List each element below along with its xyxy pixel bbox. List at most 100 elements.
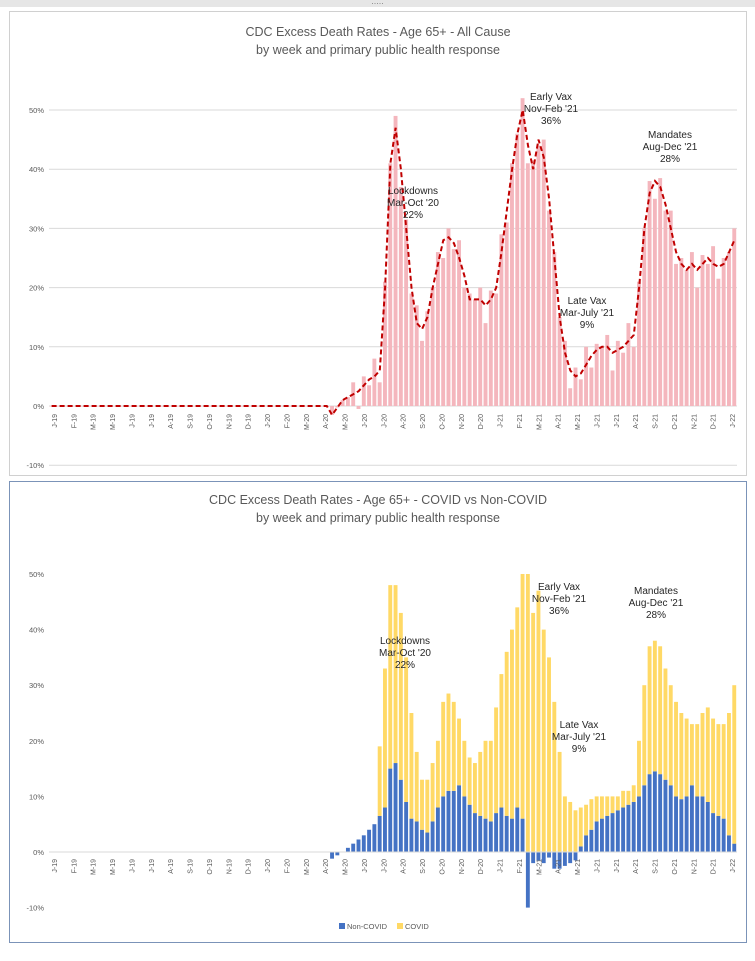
x-tick-label: D-21 [711, 859, 718, 874]
bar-covid [562, 796, 567, 852]
bar-non-covid [637, 796, 641, 852]
bar-covid [727, 713, 731, 836]
x-tick-label: M-21 [575, 859, 582, 875]
annotation-label: Early Vax [538, 582, 580, 593]
bar-covid [393, 585, 398, 764]
bar-covid [573, 810, 578, 852]
bar-non-covid [467, 804, 472, 852]
annotation-label: Mar-July '21 [560, 308, 615, 319]
bar-non-covid [679, 799, 684, 852]
bar-covid [732, 685, 737, 844]
bar-non-covid [615, 810, 620, 852]
x-tick-label: F-19 [71, 859, 78, 874]
x-tick-label: F-19 [71, 414, 78, 429]
x-tick-label: J-21 [614, 859, 621, 873]
x-tick-label: D-20 [478, 859, 485, 874]
bar [541, 139, 546, 406]
chart2-svg: CDC Excess Death Rates - Age 65+ - COVID… [26, 493, 737, 931]
chart1-x-axis: J-19 F-19 M-19 M-19 J-19 J-19 A-19 S-19 O-19 N-19… [52, 414, 737, 430]
x-tick-label: J-20 [381, 859, 388, 873]
bar-covid [621, 790, 626, 808]
bar-non-covid [457, 785, 461, 852]
x-tick-label: N-21 [691, 414, 698, 429]
x-tick-label: O-20 [439, 859, 446, 875]
x-tick-label: J-19 [149, 859, 156, 873]
chart2-legend: Non-COVID COVID [339, 922, 429, 931]
bar [319, 406, 324, 407]
annotation-label: Nov-Feb '21 [524, 104, 579, 115]
bar [668, 210, 673, 406]
x-tick-label: J-19 [52, 859, 59, 873]
x-tick-label: A-21 [633, 414, 640, 429]
x-tick-label: D-19 [246, 859, 253, 874]
bar-covid [615, 796, 620, 811]
bar-non-covid [705, 801, 710, 852]
x-tick-label: J-19 [52, 414, 59, 428]
bar-covid [520, 574, 525, 819]
bar-covid [705, 707, 710, 802]
bar [483, 323, 488, 406]
bar-covid [383, 668, 387, 808]
bar [393, 115, 398, 407]
drag-handle-icon[interactable]: ..... [371, 0, 384, 6]
bar [700, 255, 705, 406]
y-tick-label: 10% [29, 343, 44, 352]
bar-covid [446, 693, 451, 791]
bar-non-covid [568, 852, 573, 864]
bar-non-covid [372, 824, 377, 852]
bar [240, 406, 245, 407]
annotation-label: 36% [541, 116, 561, 127]
y-tick-label: 10% [29, 792, 44, 801]
bar-non-covid [727, 835, 731, 852]
bar-covid [552, 701, 557, 852]
bar [335, 406, 340, 408]
x-tick-label: S-20 [420, 859, 427, 874]
top-scroll-bar: ..... [0, 0, 755, 7]
bar [705, 263, 710, 406]
bar [435, 252, 440, 406]
bar-covid [684, 718, 689, 797]
bar [732, 228, 737, 406]
bar [160, 406, 165, 407]
bar-non-covid [488, 821, 493, 852]
bar-non-covid [525, 852, 530, 908]
bar [600, 346, 604, 406]
bar-non-covid [483, 818, 488, 852]
chart1-gridlines [49, 109, 737, 466]
x-tick-label: M-20 [304, 859, 311, 875]
bar-covid [679, 713, 684, 800]
bar-covid [398, 612, 403, 780]
chart1-bars [49, 98, 737, 415]
chart2-title: CDC Excess Death Rates - Age 65+ - COVID… [209, 493, 547, 507]
bar-non-covid [478, 815, 483, 852]
bar-covid [716, 724, 721, 816]
x-tick-label: O-19 [207, 414, 214, 430]
x-tick-label: O-21 [672, 859, 679, 875]
bar-non-covid [711, 813, 716, 852]
bar-covid [488, 740, 493, 822]
bar-covid [467, 757, 472, 805]
x-tick-label: O-20 [439, 414, 446, 430]
bar-non-covid [552, 852, 557, 869]
bar-covid [494, 707, 499, 814]
bar-non-covid [393, 763, 398, 852]
bar [684, 269, 689, 406]
y-tick-label: 20% [29, 284, 44, 293]
chart2-subtitle: by week and primary public health respon… [256, 511, 500, 525]
chart2-x-axis: J-19 F-19 M-19 M-19 J-19 J-19 A-19 S-19 O-19 N-19… [52, 859, 737, 875]
annotation-label: Late Vax [560, 720, 599, 731]
x-tick-label: J-21 [614, 414, 621, 428]
bar-non-covid [716, 815, 721, 852]
bar-non-covid [420, 829, 424, 852]
annotation-label: Mandates [648, 130, 692, 141]
bar [451, 249, 456, 406]
legend-swatch-non-covid [339, 923, 345, 929]
x-tick-label: M-21 [575, 414, 582, 430]
annotation-label: Lockdowns [388, 186, 438, 197]
bar-non-covid [430, 821, 435, 852]
x-tick-label: S-19 [188, 859, 195, 874]
bar-non-covid [451, 790, 456, 852]
bar [589, 367, 594, 406]
bar [711, 246, 716, 406]
